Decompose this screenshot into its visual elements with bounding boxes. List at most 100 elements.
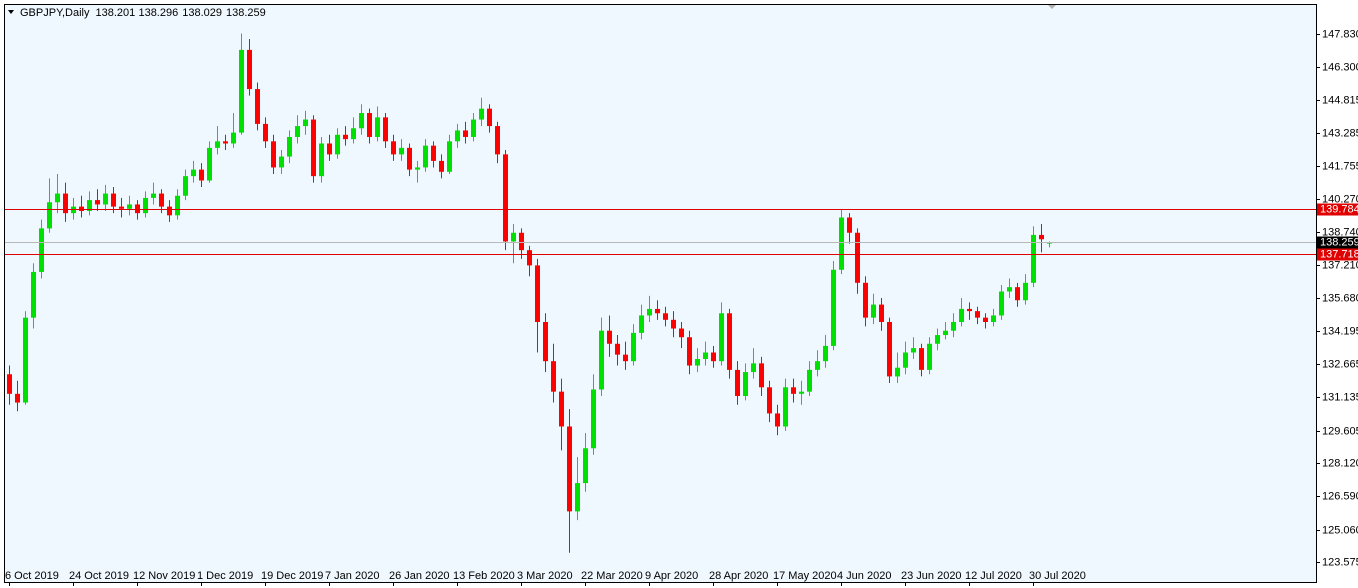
- x-tick-label: 7 Jan 2020: [325, 570, 379, 582]
- candle-body: [719, 313, 724, 362]
- candle-body: [415, 167, 420, 170]
- candle-body: [727, 313, 732, 370]
- candle-body: [167, 206, 172, 216]
- candle-body: [335, 134, 340, 155]
- candle-body: [1007, 287, 1012, 292]
- candle-body: [95, 200, 100, 205]
- current-price-label: 138.259: [1320, 236, 1358, 248]
- candle-body: [495, 126, 500, 155]
- candle-body: [535, 265, 540, 322]
- candle-body: [39, 228, 44, 272]
- candle-body: [303, 119, 308, 127]
- candle-body: [831, 269, 836, 346]
- candle-body: [615, 343, 620, 355]
- candle-body: [999, 291, 1004, 316]
- candle-body: [127, 204, 132, 209]
- x-tick-label: 19 Dec 2019: [261, 570, 323, 582]
- candle-body: [343, 134, 348, 140]
- candle-body: [815, 361, 820, 370]
- y-tick-label: 128.120: [1322, 457, 1358, 469]
- y-tick-label: 131.135: [1322, 391, 1358, 403]
- candle-body: [639, 315, 644, 333]
- candle-body: [15, 393, 20, 403]
- candle-body: [527, 250, 532, 266]
- x-tick-label: 1 Dec 2019: [197, 570, 253, 582]
- candle-body: [31, 271, 36, 318]
- candle-body: [935, 335, 940, 344]
- candle-body: [399, 147, 404, 155]
- candle-body: [783, 387, 788, 427]
- candle-body: [975, 311, 980, 318]
- candle-body: [447, 141, 452, 172]
- candle-body: [431, 145, 436, 161]
- y-tick-label: 125.060: [1322, 524, 1358, 536]
- candle-body: [383, 117, 388, 142]
- y-tick-label: 126.590: [1322, 490, 1358, 502]
- close-value: 138.259: [226, 7, 266, 19]
- candle-body: [55, 193, 60, 203]
- y-tick-label: 135.680: [1322, 292, 1358, 304]
- candle-body: [1031, 234, 1036, 283]
- candle-body: [367, 113, 372, 137]
- candle-body: [359, 113, 364, 129]
- candle-body: [575, 483, 580, 512]
- candle-body: [983, 317, 988, 322]
- candle-body: [879, 304, 884, 322]
- x-tick-label: 3 Mar 2020: [517, 570, 573, 582]
- candle-body: [663, 313, 668, 320]
- candle-body: [271, 141, 276, 168]
- candle-body: [823, 345, 828, 362]
- candle-body: [847, 217, 852, 233]
- x-tick-label: 17 May 2020: [773, 570, 837, 582]
- candle-body: [215, 141, 220, 148]
- level-label: 137.718: [1320, 248, 1358, 260]
- y-tick-label: 134.195: [1322, 325, 1358, 337]
- candle-body: [351, 128, 356, 140]
- y-tick-label: 132.665: [1322, 358, 1358, 370]
- candles: [7, 33, 1052, 553]
- candle-body: [863, 282, 868, 318]
- candle-body: [1015, 287, 1020, 301]
- candle-body: [687, 337, 692, 366]
- candle-body: [655, 308, 660, 314]
- candle-body: [143, 197, 148, 214]
- shift-marker: [1048, 5, 1056, 9]
- candle-body: [871, 304, 876, 318]
- candle-body: [463, 130, 468, 137]
- x-tick-label: 12 Nov 2019: [133, 570, 195, 582]
- x-tick-label: 6 Oct 2019: [5, 570, 59, 582]
- x-tick-label: 4 Jun 2020: [837, 570, 891, 582]
- candle-body: [775, 413, 780, 427]
- candle-body: [751, 363, 756, 373]
- header: GBPJPY,Daily 138.201 138.296 138.029 138.259: [20, 7, 266, 19]
- candle-body: [991, 315, 996, 322]
- candle-body: [791, 387, 796, 394]
- candle-body: [1023, 282, 1028, 301]
- x-tick-label: 24 Oct 2019: [69, 570, 129, 582]
- candle-body: [479, 108, 484, 120]
- y-tick-label: 138.740: [1322, 226, 1358, 238]
- candle-body: [279, 156, 284, 168]
- x-tick-label: 13 Feb 2020: [453, 570, 515, 582]
- candle-body: [319, 143, 324, 177]
- candle-body: [327, 143, 332, 155]
- candle-body: [767, 387, 772, 414]
- level-label: 139.784: [1320, 203, 1358, 215]
- plot-area: [4, 4, 1317, 583]
- candle-body: [807, 369, 812, 392]
- y-tick-label: 129.605: [1322, 425, 1358, 437]
- candle-body: [551, 361, 556, 392]
- candle-body: [439, 160, 444, 172]
- candle-body: [743, 372, 748, 397]
- y-tick-label: 123.575: [1322, 556, 1358, 568]
- x-tick-label: 28 Apr 2020: [709, 570, 768, 582]
- candle-body: [895, 367, 900, 377]
- x-tick-label: 30 Jul 2020: [1029, 570, 1086, 582]
- candle-body: [103, 193, 108, 205]
- candle-body: [519, 232, 524, 251]
- candle-body: [255, 89, 260, 124]
- high-value: 138.296: [138, 7, 178, 19]
- candle-body: [87, 200, 92, 211]
- y-tick-label: 140.270: [1322, 193, 1358, 205]
